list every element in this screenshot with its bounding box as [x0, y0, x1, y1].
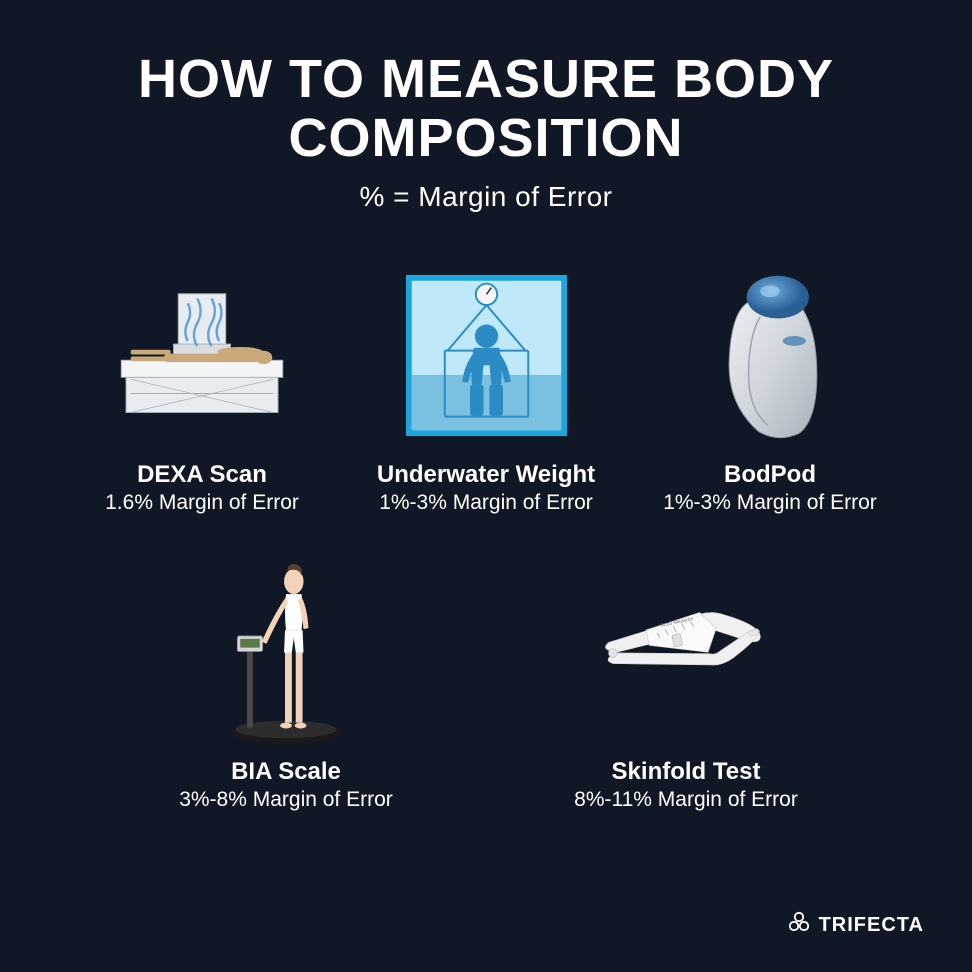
underwater-weight-icon — [391, 268, 581, 443]
method-dexa: DEXA Scan 1.6% Margin of Error — [62, 268, 342, 515]
methods-row-1: DEXA Scan 1.6% Margin of Error — [40, 268, 932, 515]
method-name: DEXA Scan — [137, 461, 267, 489]
infographic-container: HOW TO MEASURE BODY COMPOSITION % = Marg… — [0, 0, 972, 972]
page-subtitle: % = Margin of Error — [40, 181, 932, 213]
trifecta-logo-icon — [787, 911, 811, 940]
method-name: Underwater Weight — [377, 461, 595, 489]
method-name: Skinfold Test — [612, 758, 761, 786]
method-underwater: Underwater Weight 1%-3% Margin of Error — [346, 268, 626, 515]
method-error: 3%-8% Margin of Error — [179, 788, 393, 812]
method-skinfold: Accu-Measure Skinfold Test 8%-11% Margin… — [546, 565, 826, 812]
page-title: HOW TO MEASURE BODY COMPOSITION — [40, 50, 932, 169]
method-error: 1%-3% Margin of Error — [379, 491, 593, 515]
dexa-scan-icon — [107, 268, 297, 443]
bodpod-icon — [675, 268, 865, 443]
methods-row-2: BIA Scale 3%-8% Margin of Error — [40, 565, 932, 812]
method-bodpod: BodPod 1%-3% Margin of Error — [630, 268, 910, 515]
method-error: 1.6% Margin of Error — [105, 491, 299, 515]
method-name: BIA Scale — [231, 758, 341, 786]
method-error: 8%-11% Margin of Error — [574, 788, 798, 812]
method-error: 1%-3% Margin of Error — [663, 491, 877, 515]
skinfold-caliper-icon: Accu-Measure — [591, 565, 781, 740]
brand-name: TRIFECTA — [819, 914, 924, 937]
brand-badge: TRIFECTA — [787, 911, 924, 940]
bia-scale-icon — [191, 565, 381, 740]
method-bia: BIA Scale 3%-8% Margin of Error — [146, 565, 426, 812]
method-name: BodPod — [724, 461, 816, 489]
